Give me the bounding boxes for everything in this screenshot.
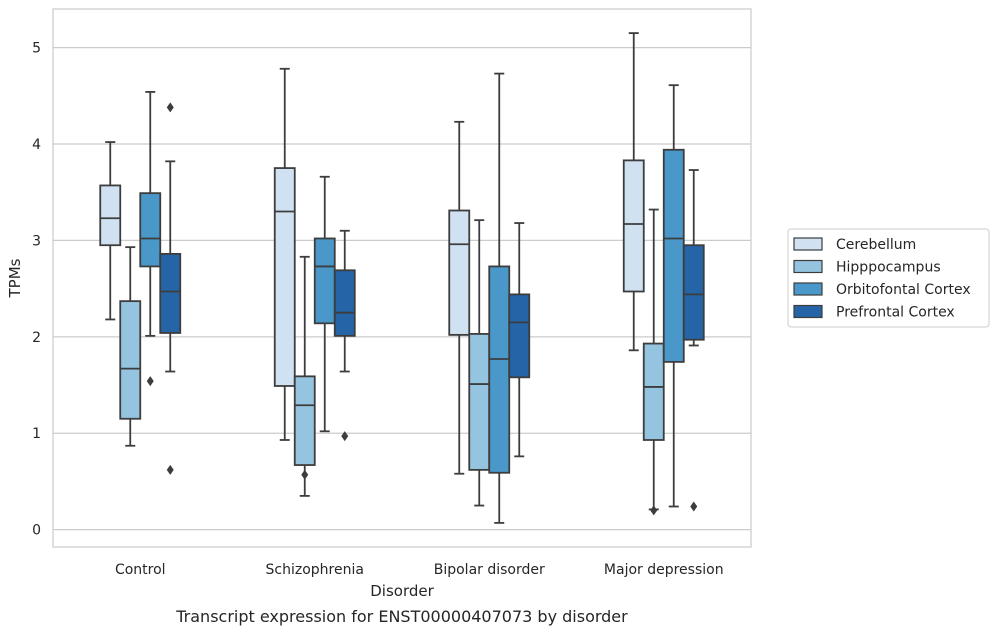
- boxplot: [313, 175, 336, 433]
- legend-swatch: [793, 237, 823, 251]
- box-iqr: [508, 293, 531, 379]
- box-iqr: [333, 269, 356, 337]
- x-tick-label: Control: [115, 562, 166, 578]
- y-tick-label: 5: [32, 41, 41, 57]
- x-tick-label: Major depression: [604, 562, 724, 578]
- x-axis-ticks: Control Schizophrenia Bipolar disorder Majo…: [115, 562, 724, 578]
- boxplot: [119, 246, 142, 447]
- legend-label: Prefrontal Cortex: [836, 305, 955, 321]
- outlier-point: [166, 464, 174, 475]
- chart-caption: Transcript expression for ENST0000040707…: [175, 607, 628, 626]
- box-iqr: [159, 252, 182, 334]
- boxplot: [682, 169, 705, 512]
- boxplots: [99, 32, 705, 524]
- y-axis-ticks: 0 1 2 3 4 5: [32, 41, 41, 539]
- box-iqr: [293, 375, 316, 466]
- grid: [53, 46, 751, 531]
- boxplot: [139, 91, 162, 387]
- outlier-point: [341, 431, 349, 442]
- x-axis-label: Disorder: [370, 582, 434, 600]
- x-tick-label: Bipolar disorder: [434, 562, 545, 578]
- boxplot: [508, 222, 531, 458]
- box-iqr: [682, 244, 705, 341]
- y-tick-label: 0: [32, 523, 41, 539]
- legend-swatch: [793, 304, 823, 319]
- plot-frame: [52, 8, 752, 548]
- box-iqr: [313, 237, 336, 325]
- box-iqr: [622, 159, 645, 293]
- x-tick-label: Schizophrenia: [266, 562, 364, 578]
- boxplot: [99, 141, 122, 321]
- boxplot: [159, 102, 182, 475]
- legend-label: Hipppocampus: [836, 260, 941, 276]
- outlier-point: [301, 469, 309, 480]
- y-axis-label: TPMs: [6, 258, 24, 298]
- legend: Cerebellum Hipppocampus Orbitofontal Corte…: [787, 228, 990, 328]
- box-iqr: [273, 167, 296, 387]
- boxplot: [468, 219, 491, 507]
- box-iqr: [99, 184, 122, 247]
- y-tick-label: 4: [32, 137, 41, 153]
- outlier-point: [650, 505, 658, 516]
- boxplot: [293, 255, 316, 497]
- outlier-point: [166, 102, 174, 113]
- boxplot: [448, 120, 471, 475]
- boxplot: [273, 67, 296, 441]
- box-iqr: [642, 342, 665, 441]
- outlier-point: [690, 501, 698, 512]
- legend-label: Orbitofontal Cortex: [836, 282, 971, 298]
- box-iqr: [468, 333, 491, 471]
- legend-swatch: [793, 282, 823, 296]
- box-iqr: [488, 265, 511, 474]
- legend-label: Cerebellum: [836, 237, 916, 253]
- y-tick-label: 2: [32, 330, 41, 346]
- boxplot: [333, 229, 356, 442]
- boxplot: [662, 84, 685, 508]
- y-tick-label: 3: [32, 233, 41, 249]
- box-iqr: [119, 300, 142, 420]
- boxplot: [622, 32, 645, 352]
- outlier-point: [146, 376, 154, 387]
- y-tick-label: 1: [32, 426, 41, 442]
- box-iqr: [139, 192, 162, 268]
- boxplot: [642, 208, 665, 516]
- legend-frame: [787, 228, 990, 328]
- box-iqr: [662, 148, 685, 363]
- legend-swatch: [793, 259, 823, 274]
- box-iqr: [448, 209, 471, 336]
- boxplot: [488, 72, 511, 524]
